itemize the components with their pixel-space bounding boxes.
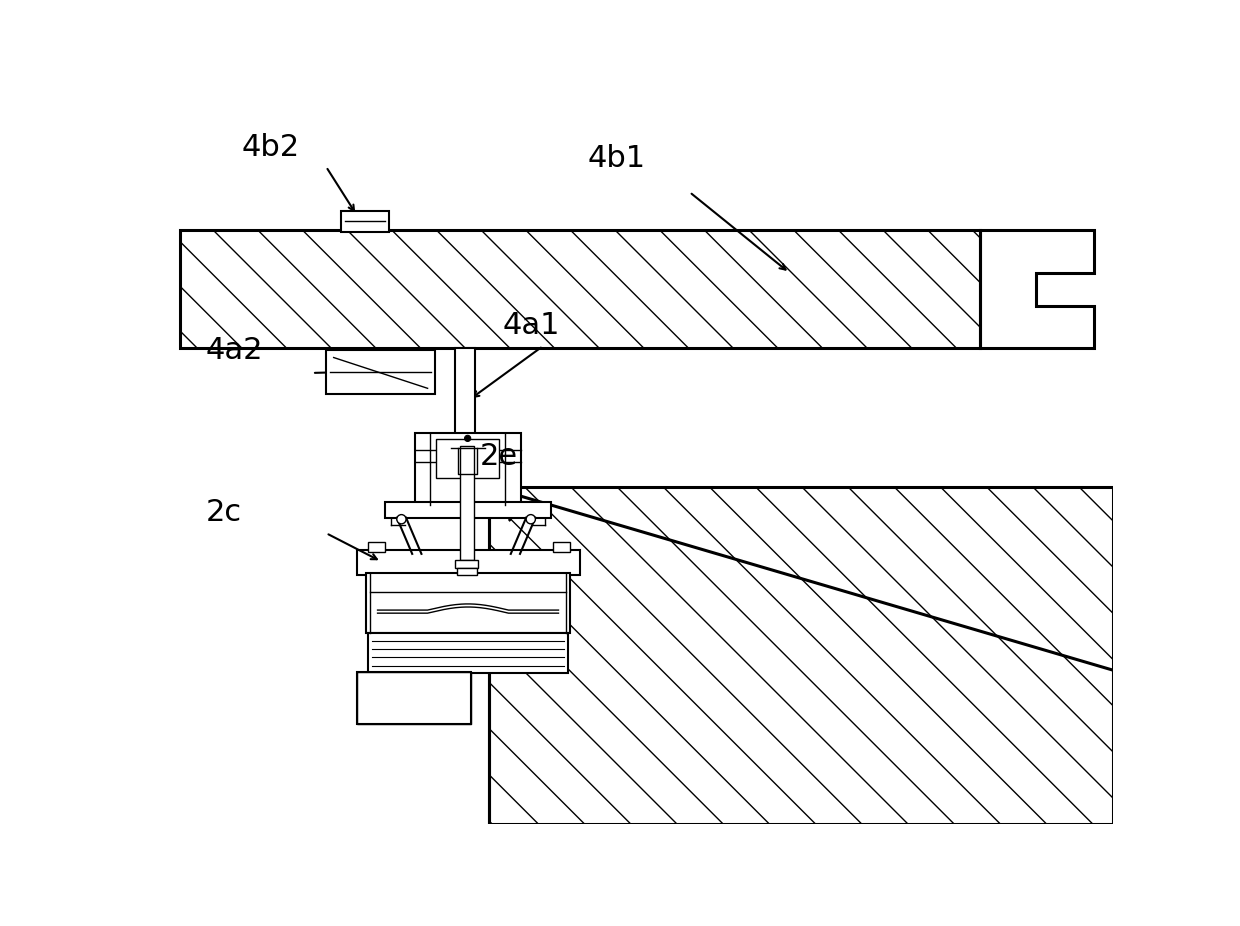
Polygon shape (981, 231, 1094, 348)
Bar (368, 633, 568, 673)
Bar (368, 543, 386, 552)
Bar (553, 543, 570, 552)
Bar (436, 439, 500, 478)
Bar (326, 350, 435, 394)
Circle shape (465, 435, 471, 442)
Text: 4b2: 4b2 (242, 132, 299, 162)
Bar (341, 211, 389, 232)
Bar (455, 348, 475, 446)
Bar (490, 487, 1112, 824)
Bar (414, 433, 521, 506)
Bar (386, 502, 551, 518)
Text: 2e: 2e (480, 443, 518, 471)
Text: 4b1: 4b1 (588, 144, 646, 172)
Text: 2c: 2c (206, 498, 242, 527)
Text: 4a2: 4a2 (206, 336, 263, 365)
Bar (455, 560, 479, 568)
Bar (180, 231, 981, 348)
Polygon shape (357, 671, 471, 724)
Text: 4a1: 4a1 (503, 311, 560, 341)
Bar (456, 568, 477, 575)
Circle shape (526, 515, 536, 524)
Bar (357, 550, 580, 575)
Bar (357, 671, 471, 724)
Circle shape (397, 515, 405, 524)
Bar (460, 446, 474, 560)
Bar (366, 573, 570, 633)
Polygon shape (490, 487, 1112, 824)
Polygon shape (180, 231, 981, 348)
